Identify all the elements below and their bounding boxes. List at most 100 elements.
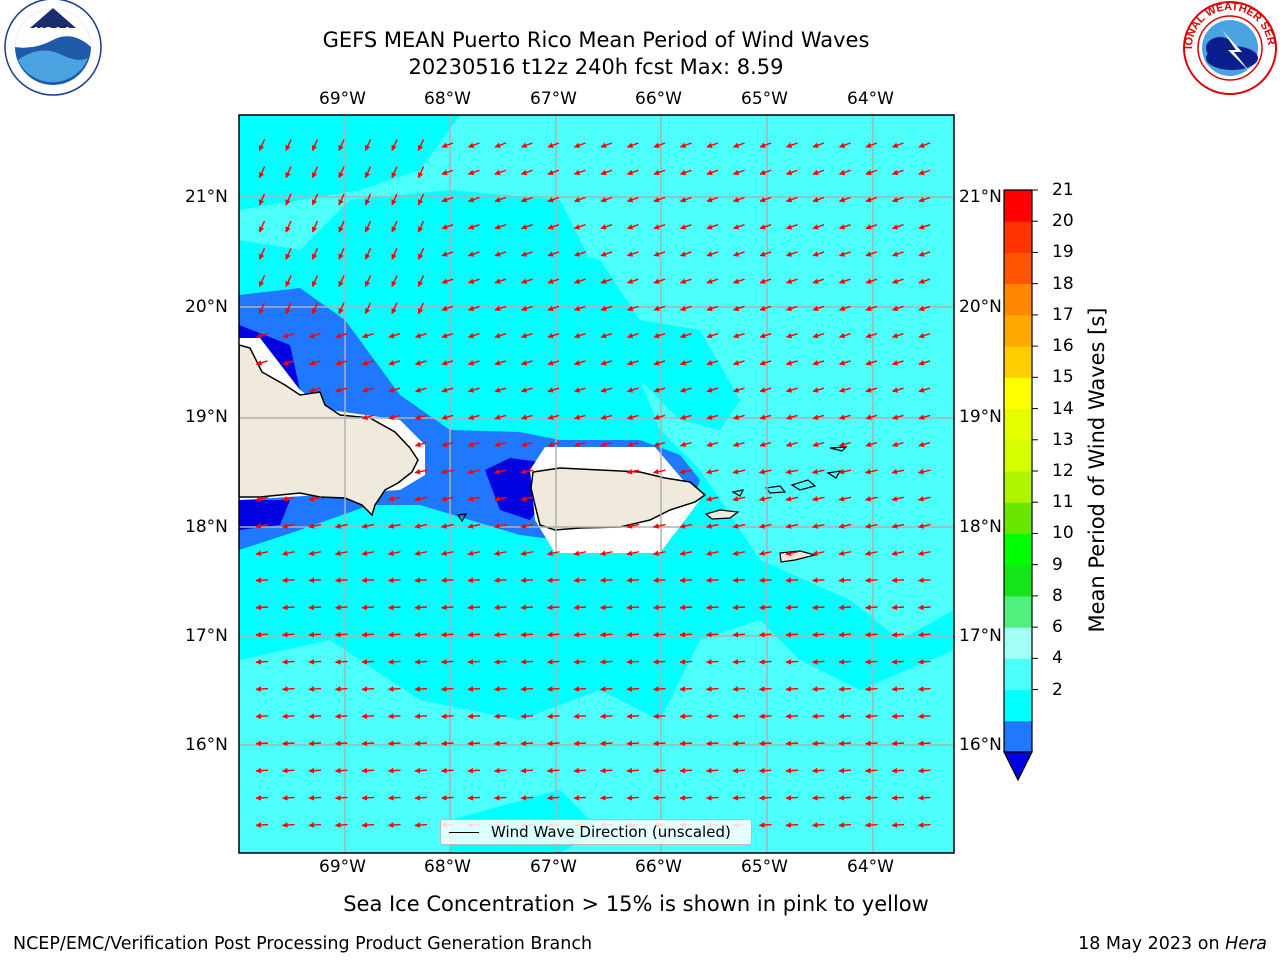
wind-wave-arrow (440, 604, 454, 611)
wind-wave-arrow (600, 196, 613, 203)
wind-wave-arrow (891, 523, 905, 529)
wind-wave-arrow (285, 193, 292, 206)
wind-wave-arrow (785, 332, 798, 339)
wind-wave-arrow (391, 248, 398, 260)
wind-wave-arrow (600, 169, 613, 176)
wind-wave-arrow (864, 795, 878, 801)
wind-wave-arrow (785, 686, 799, 692)
wind-wave-arrow (258, 166, 266, 179)
wind-wave-arrow (758, 604, 772, 611)
wind-wave-arrow (387, 686, 401, 692)
wind-wave-arrow (864, 822, 878, 828)
wind-wave-arrow (838, 577, 852, 584)
wind-wave-arrow (493, 604, 507, 611)
wind-wave-arrow (917, 550, 931, 556)
wind-wave-arrow (493, 686, 507, 692)
colorbar-label: Mean Period of Wind Waves [s] (1085, 307, 1109, 633)
wind-wave-arrow (864, 496, 878, 502)
wind-wave-arrow (758, 686, 772, 692)
period-4-6-mid (560, 250, 740, 430)
wind-wave-arrow (573, 196, 586, 203)
wind-wave-arrow (864, 767, 878, 774)
wind-wave-arrow (520, 604, 534, 611)
wind-wave-arrow (467, 496, 481, 502)
wind-wave-arrow (388, 414, 401, 420)
wind-wave-arrow (679, 795, 693, 801)
wind-wave-arrow (281, 767, 295, 774)
wind-wave-arrow (758, 550, 772, 556)
wind-wave-arrow (891, 169, 904, 176)
wind-wave-arrow (811, 523, 825, 529)
wind-wave-arrow (652, 468, 666, 475)
wind-wave-arrows (255, 139, 931, 828)
wind-wave-arrow (891, 604, 905, 611)
wind-wave-arrow (758, 631, 772, 638)
wind-wave-arrow (391, 302, 398, 315)
wind-wave-arrow (414, 496, 428, 502)
wind-wave-arrow (891, 196, 904, 203)
wind-wave-arrow (387, 523, 401, 529)
wind-wave-arrow (308, 795, 322, 801)
wind-wave-arrow (679, 577, 693, 584)
wind-wave-arrow (520, 523, 534, 529)
wind-wave-arrow (467, 577, 481, 584)
wind-wave-arrow (891, 740, 905, 747)
wind-wave-arrow (546, 767, 560, 774)
wind-wave-arrow (732, 659, 746, 665)
wind-wave-arrow (281, 740, 295, 747)
wind-wave-arrow (599, 713, 613, 720)
land-tortola (790, 479, 817, 491)
wind-wave-arrow (440, 767, 454, 774)
wind-wave-arrow (811, 468, 825, 475)
wind-wave-arrow (706, 387, 719, 393)
land-st-thomas (764, 485, 787, 494)
wind-wave-arrow (679, 631, 693, 638)
wind-wave-arrow (281, 713, 295, 720)
wind-wave-arrow (917, 496, 931, 502)
wind-wave-arrow (732, 360, 745, 366)
wind-wave-arrow (891, 767, 905, 774)
colorbar-tick-label: 20 (1052, 211, 1074, 232)
wind-wave-arrow (467, 142, 480, 148)
wind-wave-arrow (679, 169, 692, 176)
wind-wave-arrow (338, 139, 345, 152)
lon-tick-top: 67°W (530, 89, 577, 109)
wind-wave-arrow (838, 332, 851, 339)
wind-wave-arrow (785, 305, 798, 312)
wind-wave-arrow (547, 414, 560, 420)
wind-wave-arrow (467, 224, 480, 230)
wind-wave-arrow (520, 713, 534, 720)
wind-wave-arrow (918, 441, 931, 448)
legend-line-icon (449, 832, 479, 833)
wind-wave-arrow (361, 686, 375, 692)
lat-tick-left: 20°N (185, 297, 228, 317)
wind-wave-arrow (706, 305, 719, 312)
wind-wave-arrow (308, 659, 322, 665)
colorbar-tick-label: 16 (1052, 336, 1074, 357)
wind-wave-arrow (785, 196, 798, 203)
colorbar-segment (1004, 314, 1032, 347)
wind-wave-arrow (338, 193, 345, 206)
wind-wave-arrow (838, 795, 852, 801)
wind-wave-arrow (361, 795, 375, 801)
wind-wave-arrow (626, 196, 639, 203)
wind-wave-arrow (467, 713, 481, 720)
wind-wave-arrow (812, 441, 825, 448)
wind-wave-arrow (864, 523, 878, 529)
wind-wave-arrow (255, 795, 269, 801)
wind-wave-arrow (493, 577, 507, 584)
wind-wave-arrow (864, 468, 878, 475)
wind-wave-arrow (440, 468, 454, 475)
wind-wave-arrow (338, 166, 345, 179)
wind-wave-arrow (391, 166, 398, 179)
lat-tick-left: 19°N (185, 407, 228, 427)
wind-wave-arrow (679, 251, 692, 257)
wind-wave-arrow (520, 387, 533, 393)
wind-wave-arrow (547, 332, 560, 339)
wind-wave-arrow (705, 659, 719, 665)
wind-wave-arrow (785, 767, 799, 774)
wind-wave-arrow (918, 251, 931, 257)
wind-wave-arrow (414, 604, 428, 611)
wind-wave-arrow (414, 686, 428, 692)
